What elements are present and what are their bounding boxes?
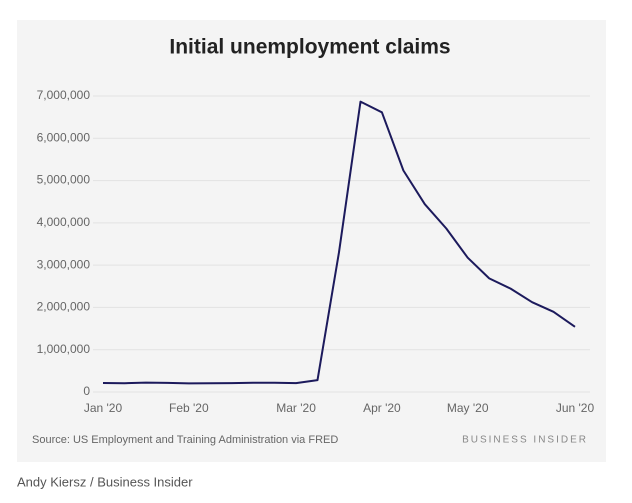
x-tick-label: Jan '20 [84, 401, 123, 415]
y-tick-label: 5,000,000 [37, 173, 91, 187]
y-tick-label: 7,000,000 [37, 88, 91, 102]
card [17, 20, 606, 462]
line-series [102, 100, 576, 385]
x-tick-label: Apr '20 [363, 401, 401, 415]
y-tick-label: 0 [83, 384, 90, 398]
x-tick-label: May '20 [447, 401, 489, 415]
y-tick-label: 1,000,000 [37, 342, 91, 356]
x-tick-label: Feb '20 [169, 401, 209, 415]
y-tick-label: 2,000,000 [37, 300, 91, 314]
y-tick-label: 4,000,000 [37, 215, 91, 229]
x-tick-label: Mar '20 [276, 401, 316, 415]
x-tick-label: Jun '20 [556, 401, 595, 415]
brand: BUSINESS INSIDER [462, 435, 588, 446]
chart-title: Initial unemployment claims [169, 36, 450, 59]
source: Source: US Employment and Training Admin… [32, 434, 338, 446]
y-tick-label: 6,000,000 [37, 130, 91, 144]
caption: Andy Kiersz / Business Insider [17, 474, 193, 489]
y-tick-label: 3,000,000 [37, 257, 91, 271]
